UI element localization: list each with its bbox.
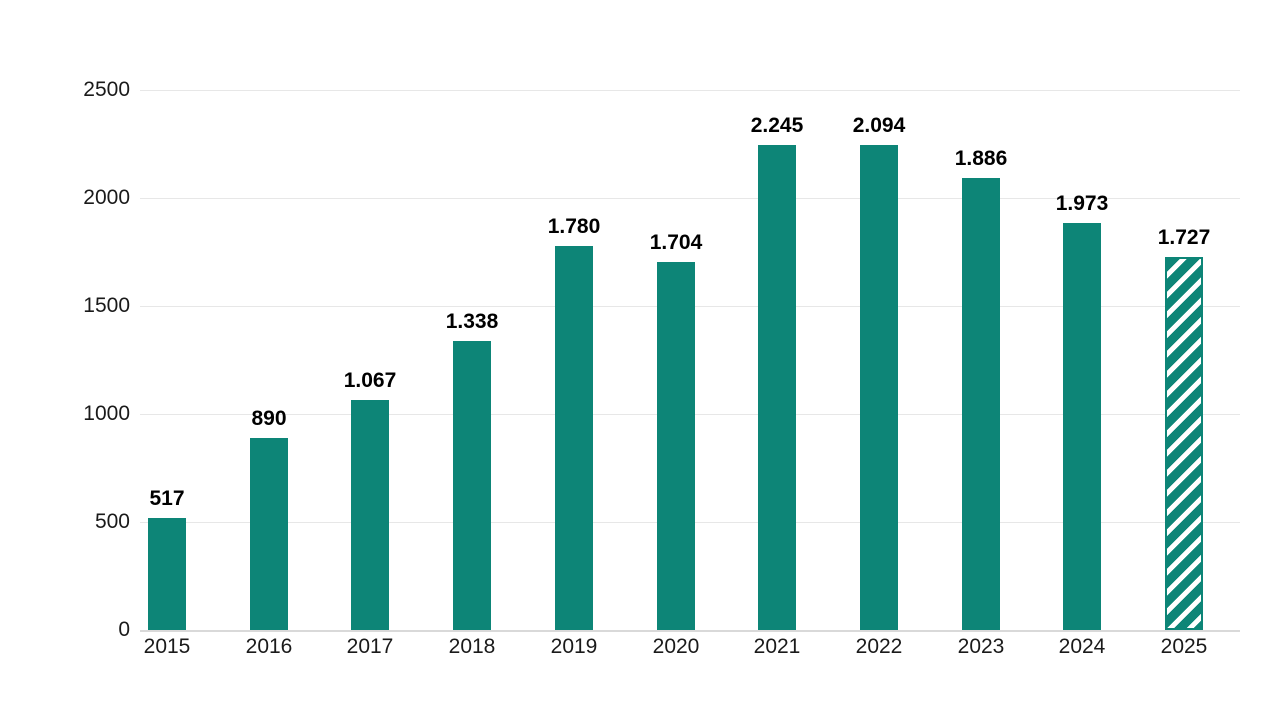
x-axis-label-2021: 2021 [753,635,801,658]
x-axis-label-2019: 2019 [550,635,598,658]
bar-value-label-2017: 1.067 [343,369,397,392]
x-axis-label-2018: 2018 [448,635,496,658]
x-axis-label-2022: 2022 [855,635,903,658]
bar-value-label-2015: 517 [149,487,185,510]
bar-value-label-2021: 2.245 [750,114,804,137]
y-axis-tick-label-1000: 1000 [83,402,130,425]
y-axis-tick-label-500: 500 [94,510,130,533]
bar-value-label-2022: 2.094 [852,114,906,137]
y-axis-tick-label-1500: 1500 [83,294,130,317]
bar-2025-forecast [1165,257,1203,630]
gridline-2500 [140,90,1240,91]
x-axis-label-2020: 2020 [652,635,700,658]
y-axis-tick-label-0: 0 [118,618,130,641]
bar-value-label-2019: 1.780 [547,215,601,238]
bar-2019 [555,246,593,630]
bar-2023 [962,178,1000,630]
bar-value-label-2025: 1.727 [1157,226,1211,249]
x-axis-label-2017: 2017 [346,635,394,658]
x-axis-label-2023: 2023 [957,635,1005,658]
bar-value-label-2023: 1.886 [954,147,1008,170]
x-axis-label-2016: 2016 [245,635,293,658]
bar-value-label-2020: 1.704 [649,231,703,254]
gridline-2000 [140,198,1240,199]
bar-value-label-2018: 1.338 [445,310,499,333]
bar-2020 [657,262,695,630]
x-axis-label-2015: 2015 [143,635,191,658]
bar-2024 [1063,223,1101,630]
bar-2016 [250,438,288,630]
bar-value-label-2016: 890 [251,407,287,430]
x-axis-label-2024: 2024 [1058,635,1106,658]
y-axis-tick-label-2500: 2500 [83,78,130,101]
x-axis-label-2025: 2025 [1160,635,1208,658]
x-axis-line [140,630,1240,632]
bar-2022 [860,145,898,630]
bar-2015 [148,518,186,630]
bar-value-label-2024: 1.973 [1055,192,1109,215]
y-axis-tick-label-2000: 2000 [83,186,130,209]
bar-2021 [758,145,796,630]
bar-2017 [351,400,389,630]
bar-2018 [453,341,491,630]
